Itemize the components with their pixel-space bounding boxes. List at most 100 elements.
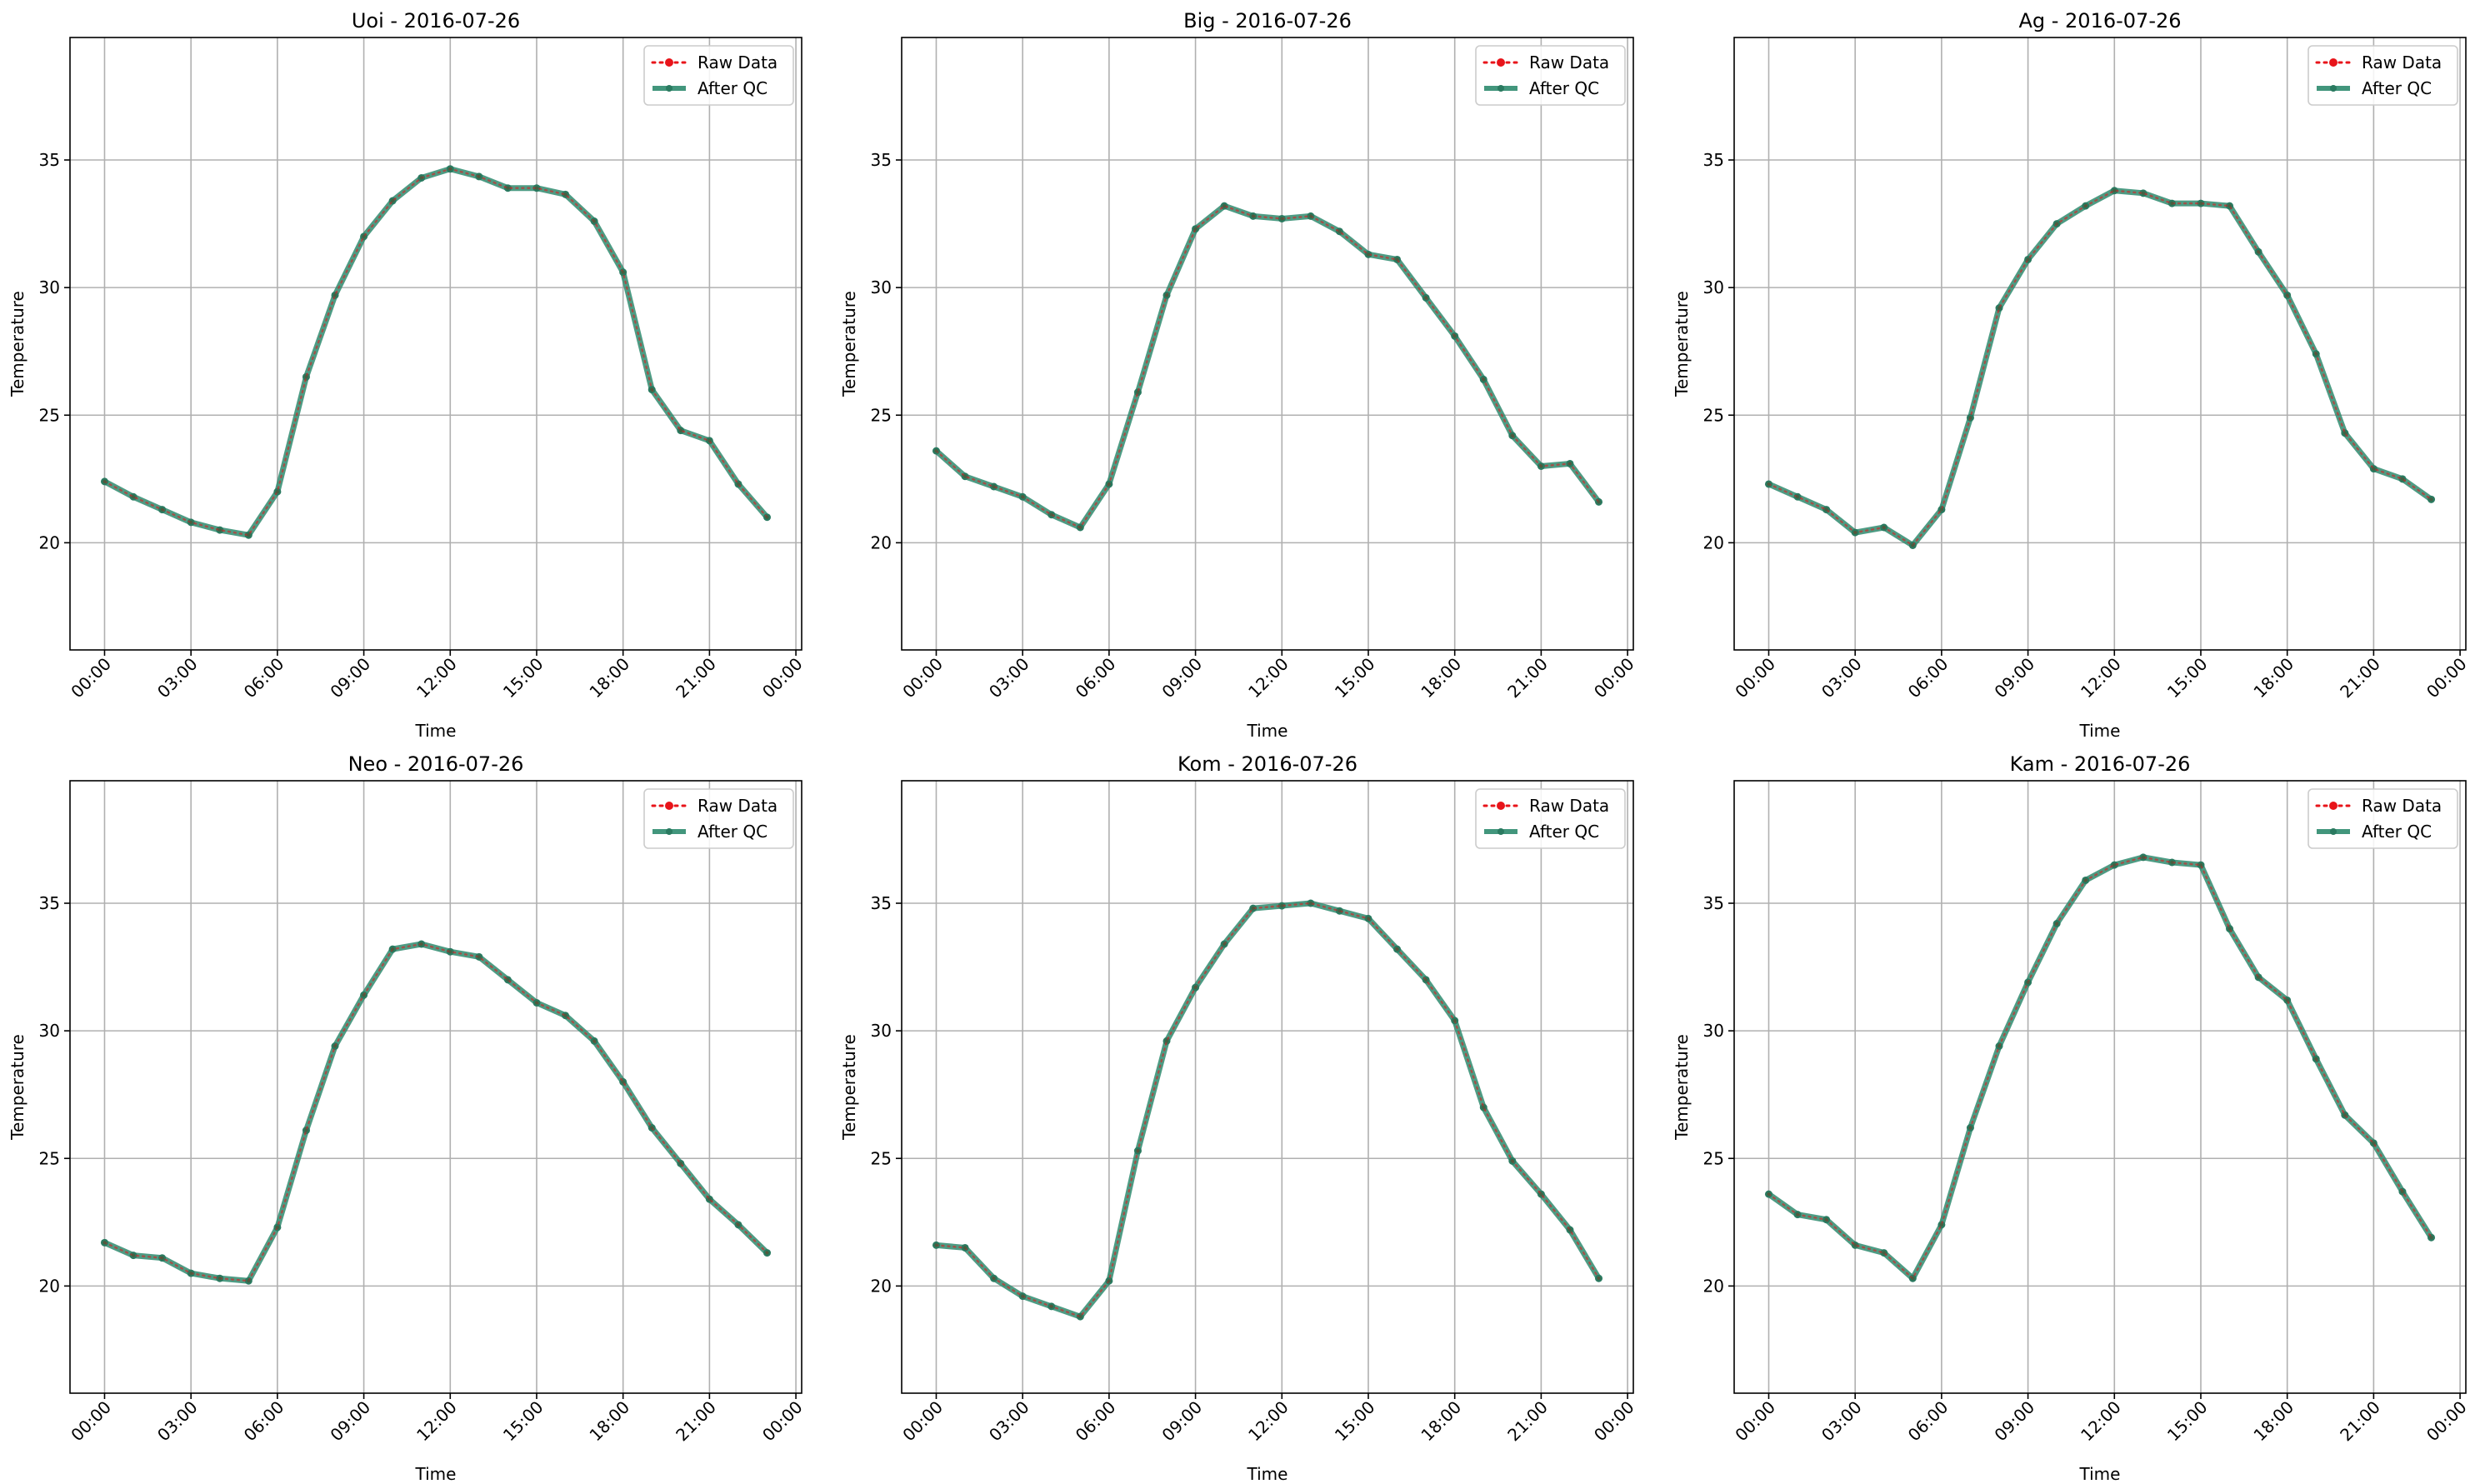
data-point-raw (131, 1253, 136, 1257)
data-point-raw (2170, 860, 2174, 865)
data-point-raw (1251, 906, 1255, 911)
y-tick-label: 25 (871, 405, 892, 425)
y-tick-label: 35 (871, 893, 892, 913)
y-axis-label: Temperature (839, 291, 859, 397)
data-point-raw (1510, 433, 1515, 437)
x-tick-label: 00:00 (2422, 654, 2471, 702)
data-point-raw (534, 1001, 539, 1005)
data-point-raw (2112, 188, 2117, 192)
series-line-raw-data (935, 902, 1600, 1318)
data-point-raw (534, 186, 539, 190)
x-tick-label: 00:00 (898, 654, 947, 702)
data-point-raw (131, 495, 136, 499)
legend-label-raw-data: Raw Data (2362, 796, 2442, 816)
data-point-raw (1164, 1039, 1169, 1043)
y-tick-label: 20 (1703, 1276, 1724, 1296)
data-point-raw (1136, 390, 1140, 394)
data-point-raw (506, 186, 510, 190)
data-point-raw (1366, 252, 1371, 257)
y-tick-label: 35 (39, 893, 60, 913)
x-tick-label: 03:00 (985, 1397, 1033, 1446)
y-tick-label: 35 (871, 150, 892, 170)
data-point-raw (1852, 1243, 1858, 1247)
data-point-raw (2372, 1141, 2376, 1146)
data-point-raw (304, 1128, 308, 1132)
x-tick-label: 09:00 (326, 1397, 374, 1446)
data-point-raw (2228, 203, 2232, 208)
x-tick-label: 12:00 (2077, 654, 2125, 702)
data-point-raw (188, 1271, 193, 1276)
axes-frame (901, 780, 1634, 1394)
legend-label-after-qc: After QC (2362, 78, 2432, 98)
chart-panel-3: 00:00 03:00 06:00 09:00 12:00 15:00 18:00 21:00… (1672, 9, 2471, 741)
legend-marker-after-qc (2330, 85, 2337, 92)
data-point-raw (2054, 222, 2059, 226)
x-axis-label: Time (1247, 721, 1288, 741)
data-point-raw (1222, 942, 1227, 947)
data-point-raw (621, 270, 625, 274)
y-tick-label: 25 (1703, 1148, 1724, 1168)
legend: Raw Data After QC (643, 788, 794, 849)
legend-marker-after-qc (1498, 85, 1504, 92)
data-point-raw (506, 977, 510, 982)
x-tick-label: 15:00 (1331, 654, 1379, 702)
data-point-raw (1882, 1251, 1886, 1255)
x-tick-label: 21:00 (672, 1397, 720, 1446)
x-tick-label: 06:00 (1072, 654, 1120, 702)
x-tick-label: 00:00 (67, 1397, 115, 1446)
y-tick-label: 20 (39, 532, 60, 552)
y-axis-label: Temperature (8, 291, 28, 397)
x-tick-label: 03:00 (153, 1397, 202, 1446)
data-point-raw (477, 174, 482, 179)
series-line-after-qc (932, 202, 1602, 531)
x-tick-label: 21:00 (672, 654, 720, 702)
axes-frame (1733, 37, 2467, 651)
data-point-raw (275, 489, 280, 494)
x-tick-label: 03:00 (985, 654, 1033, 702)
axes-frame (69, 780, 802, 1394)
data-point-raw (1824, 507, 1828, 512)
x-tick-label: 12:00 (412, 654, 461, 702)
data-point-raw (1078, 525, 1082, 530)
data-point-raw (1423, 296, 1428, 300)
series-line-after-qc (101, 941, 771, 1284)
data-point-raw (962, 474, 968, 478)
series-line-after-qc (932, 900, 1602, 1320)
x-tick-label: 21:00 (1503, 1397, 1552, 1446)
legend-marker-after-qc (1498, 828, 1504, 835)
y-tick-label: 35 (39, 150, 60, 170)
x-tick-label: 03:00 (1818, 1397, 1866, 1446)
y-tick-label: 20 (1703, 532, 1724, 552)
y-axis-label: Temperature (839, 1034, 859, 1141)
data-point-raw (2400, 1189, 2405, 1194)
x-tick-label: 09:00 (1158, 1397, 1206, 1446)
data-point-raw (1968, 1126, 1972, 1130)
x-tick-label: 18:00 (1417, 1397, 1465, 1446)
data-point-raw (563, 192, 568, 197)
data-point-raw (2026, 257, 2030, 262)
data-point-raw (1423, 977, 1428, 982)
data-point-raw (2228, 927, 2232, 931)
x-tick-label: 21:00 (1503, 654, 1552, 702)
data-point-raw (1020, 1294, 1025, 1298)
data-point-raw (736, 1222, 741, 1227)
data-point-raw (1280, 217, 1284, 221)
x-tick-label: 18:00 (1417, 654, 1465, 702)
data-point-raw (1193, 227, 1198, 231)
data-point-raw (2141, 855, 2146, 860)
legend-label-raw-data: Raw Data (1529, 796, 1609, 816)
data-point-raw (592, 219, 597, 223)
legend: Raw Data After QC (2308, 788, 2458, 849)
data-point-raw (1568, 1227, 1572, 1232)
x-tick-label: 06:00 (1904, 1397, 1952, 1446)
x-axis-label: Time (415, 1464, 457, 1484)
data-point-raw (1020, 495, 1025, 499)
data-point-raw (1597, 1276, 1601, 1281)
axes-frame (69, 37, 802, 651)
data-point-raw (362, 234, 366, 239)
y-tick-label: 35 (1703, 893, 1724, 913)
legend-label-raw-data: Raw Data (1529, 52, 1609, 72)
data-point-raw (1308, 214, 1313, 218)
data-point-raw (650, 387, 654, 392)
